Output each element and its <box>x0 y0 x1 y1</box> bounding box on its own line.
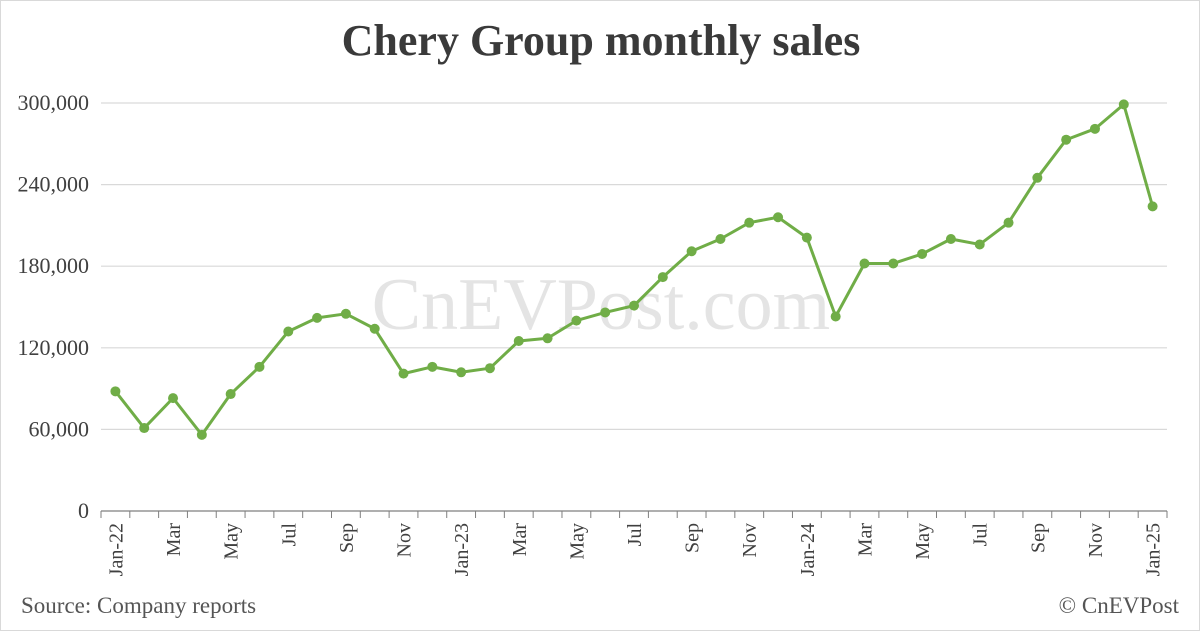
data-point <box>398 368 409 379</box>
series-line <box>114 102 1155 437</box>
y-tick-label: 240,000 <box>18 172 90 197</box>
data-point <box>196 429 207 440</box>
y-tick-label: 0 <box>78 498 89 523</box>
data-point <box>1147 201 1158 212</box>
x-tick-label: Jul <box>624 523 646 547</box>
data-point <box>686 246 697 257</box>
x-axis <box>100 510 1168 518</box>
data-point <box>571 315 582 326</box>
data-point <box>1032 172 1043 183</box>
x-tick-label: Nov <box>739 523 761 557</box>
x-tick-label: Mar <box>509 523 531 557</box>
data-point <box>427 361 438 372</box>
x-tick-label: Mar <box>854 523 876 557</box>
data-point <box>484 363 495 374</box>
x-tick-label: May <box>221 523 243 560</box>
data-point <box>283 326 294 337</box>
copyright-note: © CnEVPost <box>1058 593 1179 618</box>
x-tick-label: Jan-23 <box>451 523 473 576</box>
x-tick-label: Nov <box>1085 523 1107 557</box>
x-tick-label: Mar <box>163 523 185 557</box>
data-point <box>600 307 611 318</box>
y-tick-label: 120,000 <box>18 335 90 360</box>
data-point <box>369 323 380 334</box>
x-tick-label: Sep <box>1027 523 1049 553</box>
data-point <box>1118 99 1129 110</box>
data-point <box>657 272 668 283</box>
data-point <box>801 232 812 243</box>
gridlines <box>101 102 1167 430</box>
chart-title: Chery Group monthly sales <box>341 16 861 65</box>
x-tick-label: Jul <box>278 523 300 547</box>
y-axis-ticks: 0 60,000 120,000 180,000 240,000 300,000 <box>18 90 90 523</box>
data-point <box>513 336 524 346</box>
data-point <box>225 389 236 400</box>
x-tick-label: May <box>566 523 588 560</box>
data-point <box>254 361 265 372</box>
y-tick-label: 300,000 <box>18 90 90 115</box>
data-point <box>542 333 553 344</box>
x-tick-label: Jan-25 <box>1143 523 1165 576</box>
data-point <box>888 258 899 269</box>
x-axis-ticks: Jan-22 Mar May Jul Sep Nov Jan-23 Mar May Jul Sep N… <box>105 523 1164 577</box>
data-point <box>139 423 150 434</box>
data-point <box>340 308 351 319</box>
x-tick-label: Nov <box>394 523 416 557</box>
data-point <box>917 248 928 259</box>
source-note: Source: Company reports <box>21 593 257 618</box>
x-tick-label: Jan-22 <box>105 523 127 576</box>
series-layer <box>110 99 1158 440</box>
data-point <box>773 212 784 223</box>
data-point <box>945 234 956 244</box>
x-tick-label: Jul <box>970 523 992 547</box>
x-tick-label: Sep <box>336 523 358 553</box>
data-point <box>456 367 467 378</box>
data-point <box>1089 123 1100 134</box>
watermark: CnEVPost.com <box>371 264 831 346</box>
data-point <box>312 312 323 323</box>
data-point <box>1003 217 1014 228</box>
data-point <box>715 234 726 244</box>
y-tick-label: 60,000 <box>29 416 90 441</box>
y-tick-label: 180,000 <box>18 253 90 278</box>
data-point <box>744 217 755 228</box>
data-point <box>974 239 985 250</box>
data-point <box>830 311 841 322</box>
x-tick-label: May <box>912 523 934 560</box>
data-point <box>629 300 639 311</box>
x-tick-label: Sep <box>682 523 704 553</box>
data-point <box>110 386 121 397</box>
data-point <box>1061 134 1072 145</box>
x-tick-label: Jan-24 <box>797 523 819 576</box>
data-point <box>859 258 870 269</box>
data-point <box>168 393 179 404</box>
